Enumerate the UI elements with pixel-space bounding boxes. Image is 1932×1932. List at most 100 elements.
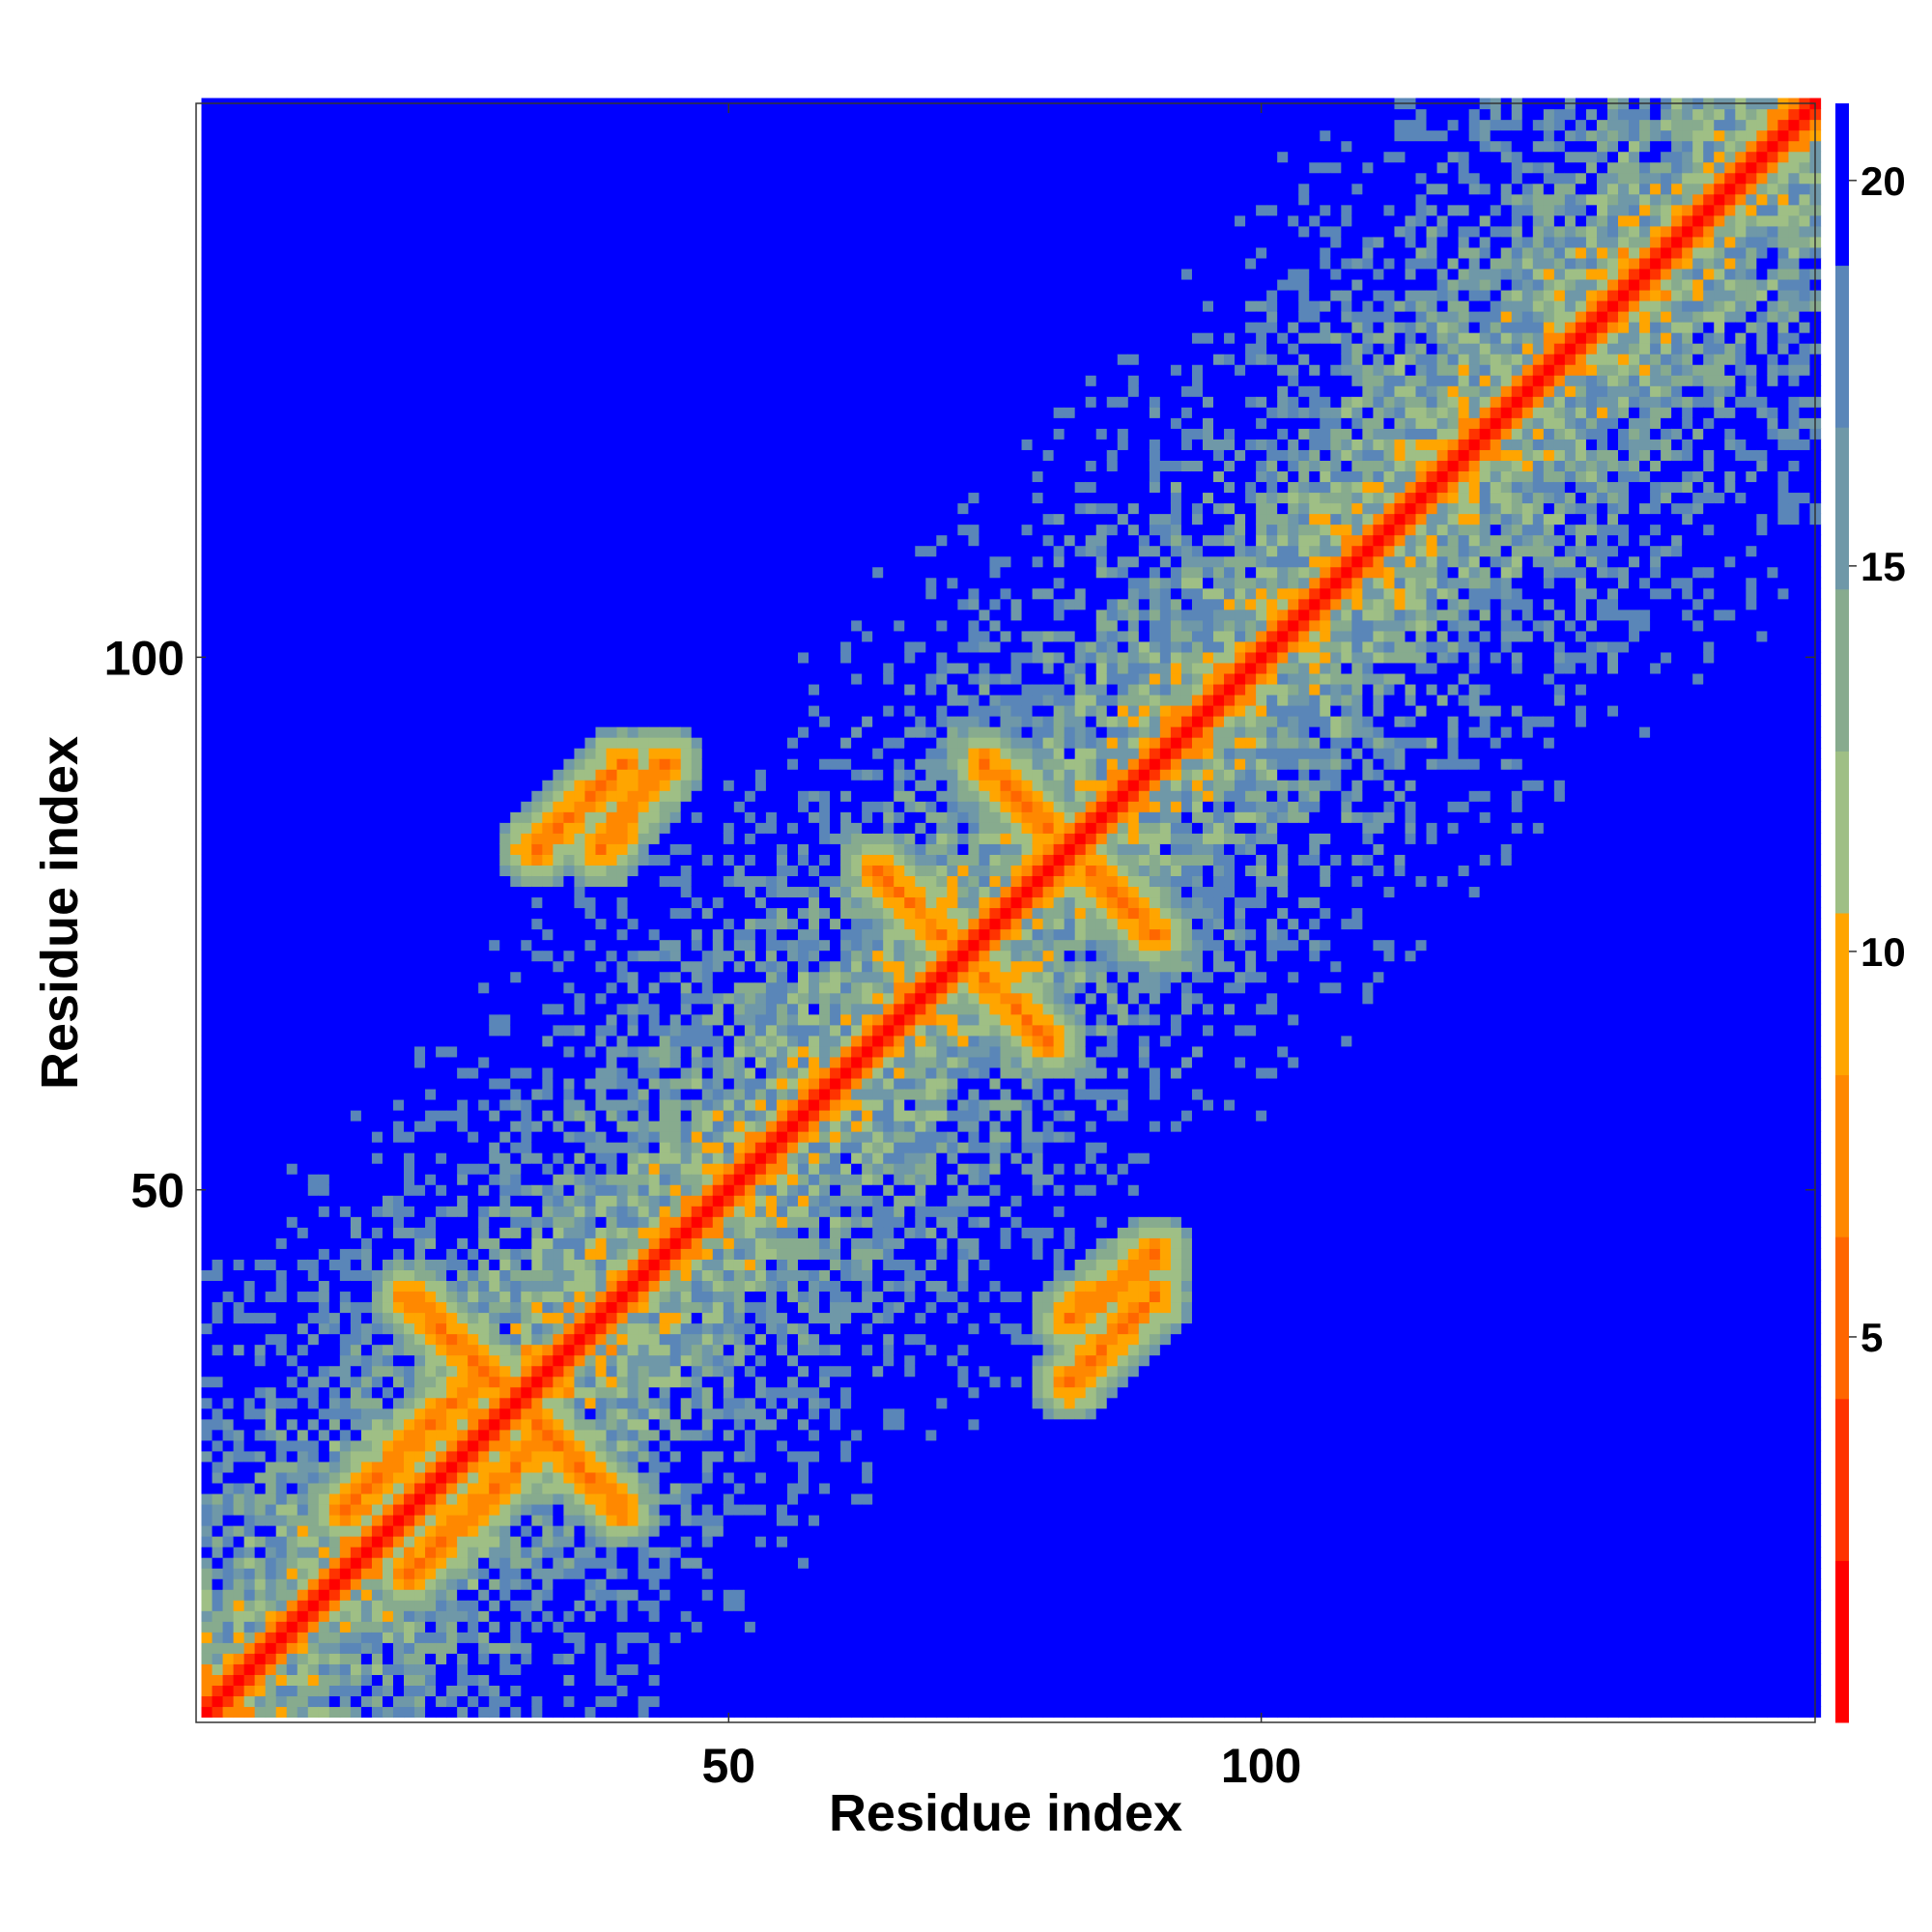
heatmap-cell	[499, 439, 511, 450]
heatmap-cell	[286, 375, 298, 386]
heatmap-cell	[499, 790, 511, 802]
heatmap-cell	[371, 1439, 384, 1452]
heatmap-cell	[212, 1365, 224, 1378]
heatmap-cell	[201, 1547, 213, 1558]
heatmap-cell	[339, 1312, 352, 1324]
heatmap-cell	[201, 758, 213, 770]
heatmap-cell	[489, 726, 500, 738]
heatmap-cell	[382, 1514, 394, 1526]
heatmap-cell	[307, 886, 320, 898]
heatmap-cell	[489, 577, 500, 589]
heatmap-cell	[339, 1557, 352, 1569]
heatmap-cell	[243, 354, 256, 365]
heatmap-cell	[436, 1547, 447, 1558]
heatmap-cell	[318, 716, 330, 727]
heatmap-cell	[243, 470, 256, 483]
heatmap-cell	[222, 587, 235, 600]
heatmap-cell	[339, 1397, 352, 1409]
heatmap-cell	[243, 1312, 256, 1324]
heatmap-cell	[318, 492, 330, 504]
heatmap-cell	[521, 1525, 532, 1537]
heatmap-cell	[307, 758, 320, 770]
heatmap-cell	[265, 1663, 277, 1675]
heatmap-cell	[307, 619, 320, 632]
heatmap-cell	[286, 236, 298, 248]
heatmap-cell	[499, 470, 511, 483]
heatmap-cell	[446, 1695, 458, 1708]
heatmap-cell	[392, 716, 405, 727]
heatmap-cell	[233, 981, 245, 994]
heatmap-cell	[212, 407, 224, 418]
heatmap-cell	[243, 1642, 256, 1654]
heatmap-cell	[404, 981, 415, 994]
heatmap-cell	[350, 417, 362, 429]
heatmap-cell	[468, 1301, 479, 1314]
heatmap-cell	[201, 1610, 213, 1622]
heatmap-cell	[254, 1376, 267, 1388]
heatmap-cell	[286, 1035, 298, 1047]
heatmap-cell	[382, 1098, 394, 1111]
heatmap-cell	[392, 1013, 405, 1026]
heatmap-cell	[436, 1066, 447, 1079]
heatmap-cell	[510, 1471, 522, 1484]
heatmap-cell	[414, 1407, 426, 1420]
heatmap-cell	[307, 992, 320, 1005]
heatmap-cell	[404, 780, 415, 791]
heatmap-cell	[468, 1621, 479, 1633]
heatmap-cell	[254, 1407, 267, 1420]
heatmap-cell	[510, 1621, 522, 1633]
heatmap-cell	[531, 1674, 543, 1687]
heatmap-cell	[382, 1471, 394, 1484]
heatmap-cell	[414, 1301, 426, 1314]
heatmap-cell	[521, 225, 532, 238]
heatmap-cell	[468, 396, 479, 408]
heatmap-cell	[371, 1152, 384, 1164]
heatmap-cell	[233, 470, 245, 483]
heatmap-cell	[350, 833, 362, 844]
heatmap-cell	[233, 1077, 245, 1090]
heatmap-cell	[254, 1013, 267, 1026]
heatmap-cell	[521, 1386, 532, 1399]
heatmap-cell	[436, 1024, 447, 1037]
heatmap-cell	[436, 950, 447, 962]
heatmap-cell	[446, 704, 458, 717]
heatmap-cell	[446, 375, 458, 386]
heatmap-cell	[382, 354, 394, 365]
heatmap-cell	[350, 375, 362, 386]
heatmap-cell	[382, 854, 394, 866]
heatmap-cell	[521, 1088, 532, 1100]
heatmap-cell	[499, 289, 511, 301]
heatmap-cell	[212, 183, 224, 195]
heatmap-cell	[286, 332, 298, 344]
heatmap-cell	[265, 790, 277, 802]
heatmap-cell	[446, 1471, 458, 1484]
heatmap-cell	[233, 1280, 245, 1293]
heatmap-cell	[307, 1131, 320, 1143]
heatmap-cell	[201, 439, 213, 450]
heatmap-cell	[328, 481, 341, 494]
heatmap-cell	[286, 1376, 298, 1388]
heatmap-cell	[297, 407, 309, 418]
heatmap-cell	[201, 1365, 213, 1378]
heatmap-cell	[350, 1461, 362, 1473]
heatmap-cell	[360, 854, 373, 866]
heatmap-cell	[521, 1248, 532, 1260]
heatmap-cell	[328, 428, 341, 440]
heatmap-cell	[414, 566, 426, 579]
heatmap-cell	[201, 780, 213, 791]
heatmap-cell	[318, 854, 330, 866]
heatmap-cell	[360, 299, 373, 312]
heatmap-cell	[521, 1514, 532, 1526]
heatmap-cell	[275, 704, 288, 717]
heatmap-cell	[201, 598, 213, 611]
heatmap-cell	[243, 1610, 256, 1622]
heatmap-cell	[286, 1131, 298, 1143]
heatmap-cell	[382, 1259, 394, 1270]
heatmap-cell	[212, 811, 224, 823]
heatmap-cell	[510, 651, 522, 664]
heatmap-cell	[446, 1600, 458, 1611]
heatmap-cell	[212, 651, 224, 664]
heatmap-cell	[499, 1450, 511, 1463]
heatmap-cell	[478, 683, 490, 696]
heatmap-cell	[328, 960, 341, 973]
